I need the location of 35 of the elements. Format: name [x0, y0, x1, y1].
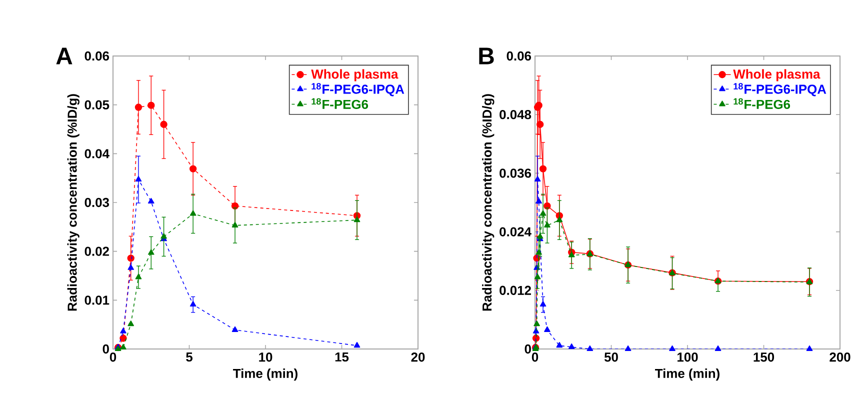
- x-tick-label: 10: [259, 352, 272, 362]
- legend-label: $^{18}$F-PEG6: [734, 98, 790, 109]
- x-tick-label: 15: [335, 352, 349, 362]
- x-tick-label: 0: [532, 352, 538, 362]
- y-axis-title: Radioactivity concentration (%ID/g): [482, 94, 494, 311]
- y-tick-label: 0.012: [500, 286, 531, 295]
- x-tick-label: 150: [754, 352, 774, 362]
- legend-label: $^{18}$F-PEG6-IPQA: [734, 83, 826, 96]
- x-tick-label: 5: [186, 352, 192, 362]
- y-tick-label: 0.03: [84, 198, 110, 208]
- chart-title: A: [56, 48, 72, 64]
- y-tick-label: 0.024: [500, 227, 532, 236]
- chart-title: B: [479, 48, 494, 64]
- y-tick-label: 0.036: [500, 168, 532, 178]
- y-tick-label: 0.06: [84, 51, 110, 61]
- y-tick-label: 0.05: [84, 100, 110, 110]
- y-tick-label: 0.01: [84, 296, 110, 305]
- legend-label: $^{18}$F-PEG6-IPQA: [312, 83, 404, 96]
- y-tick-label: 0: [524, 344, 531, 354]
- y-tick-label: 0.02: [84, 246, 109, 256]
- y-tick-label: 0: [102, 344, 109, 354]
- x-tick-label: 100: [678, 352, 698, 362]
- x-tick-label: 20: [411, 352, 425, 362]
- x-tick-label: 200: [830, 352, 850, 362]
- y-tick-label: 0.06: [506, 51, 532, 61]
- legend-label: Whole plasma: [733, 69, 820, 82]
- legend-label: $^{18}$F-PEG6: [312, 98, 368, 109]
- legend-label: Whole plasma: [311, 69, 398, 82]
- x-axis-title: Time (min): [233, 368, 298, 381]
- x-tick-label: 50: [604, 352, 618, 362]
- y-tick-label: 0.04: [84, 149, 110, 158]
- x-axis-title: Time (min): [655, 368, 720, 381]
- x-tick-label: 0: [110, 352, 116, 362]
- y-axis-title: Radioactivity concentration (%ID/g): [67, 94, 80, 311]
- y-tick-label: 0.048: [500, 110, 532, 120]
